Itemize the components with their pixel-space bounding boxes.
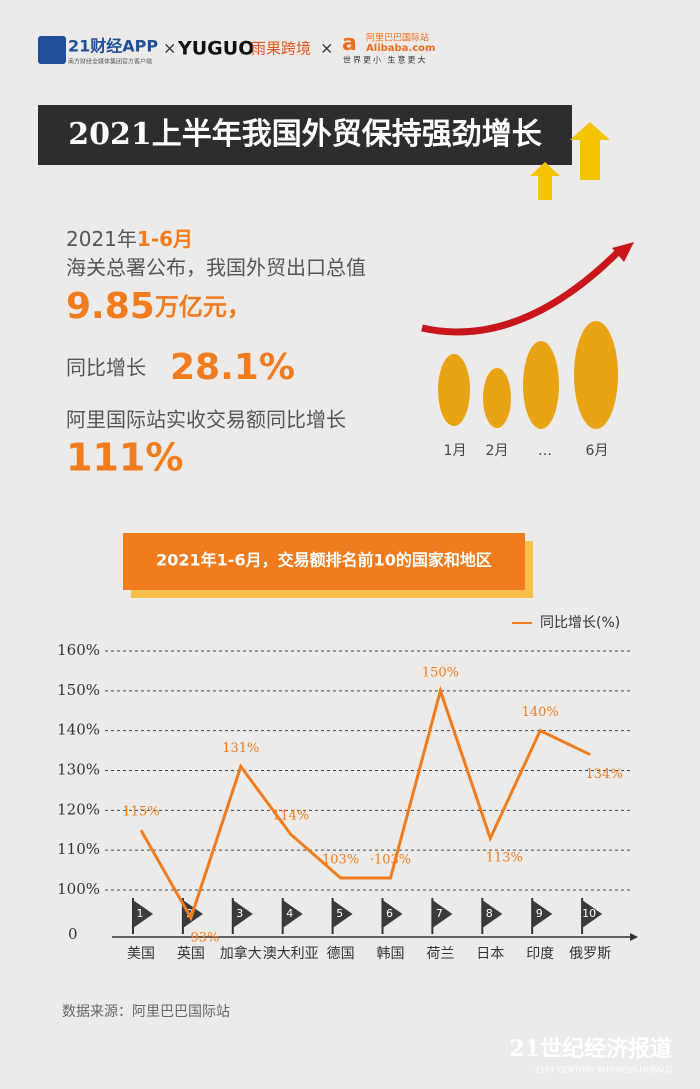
rank: 4: [286, 907, 293, 920]
flag: [282, 900, 303, 928]
x-tick-label: 印度: [526, 946, 554, 962]
coin: [574, 321, 618, 429]
rank: 6: [386, 907, 393, 920]
footer-brand-en: 21ST CENTURY BUSINESS HERALD: [535, 1066, 672, 1075]
title: 2021上半年我国外贸保持强劲增长: [68, 117, 542, 152]
y-tick-label: 150%: [57, 681, 100, 699]
rank: 3: [236, 907, 243, 920]
separator: ×: [163, 39, 176, 58]
x-axis-arrow: [630, 933, 638, 941]
month-label: 1月: [444, 443, 467, 459]
x-tick-label: 俄罗斯: [569, 946, 611, 962]
data-label: ·103%: [370, 853, 411, 868]
y-tick-label: 130%: [57, 760, 100, 778]
logo: 雨果跨境: [251, 40, 311, 58]
y-tick-label: 110%: [57, 840, 100, 858]
rank: 10: [582, 907, 596, 920]
period-prefix: 2021年: [66, 227, 137, 251]
arrow-icon: [570, 122, 610, 180]
y-tick-label: 140%: [57, 721, 100, 739]
series-line: [139, 685, 591, 922]
export-value: 9.85万亿元，: [66, 286, 251, 327]
x-tick-label: 荷兰: [426, 946, 454, 962]
x-tick-label: 美国: [127, 946, 155, 962]
footer-brand: 21世纪经济报道: [509, 1036, 672, 1062]
flag: [232, 900, 253, 928]
data-label: 140%: [522, 705, 559, 720]
separator: ×: [320, 39, 333, 58]
coin: [483, 368, 511, 428]
chart-title: 2021年1-6月，交易额排名前10的国家和地区: [156, 551, 492, 570]
summary-text: 海关总署公布，我国外贸出口总值: [66, 256, 366, 280]
data-label: 115%: [122, 805, 159, 820]
month-label: …: [538, 443, 552, 459]
rank: 7: [436, 907, 443, 920]
flag: [382, 900, 403, 928]
legend-label: 同比增长(%): [540, 615, 620, 631]
rank: 8: [486, 907, 493, 920]
data-label: 150%: [422, 665, 459, 680]
data-label: 114%: [272, 809, 309, 824]
data-label: 103%: [322, 853, 359, 868]
x-tick-label: 日本: [476, 946, 504, 962]
ali-growth: 111%: [66, 436, 183, 480]
logo: 21财经APP: [68, 37, 158, 56]
banner: [123, 533, 525, 590]
flag: [332, 900, 353, 928]
flag: [133, 900, 153, 928]
flag: [482, 900, 503, 928]
rank: 1: [137, 907, 144, 920]
coin: [523, 341, 559, 429]
logo-sub: 南方财经全媒体集团官方客户端: [68, 58, 152, 66]
trend-arrow-head: [612, 242, 634, 262]
logo-mark: a: [342, 31, 357, 56]
y-origin-label: 0: [68, 925, 78, 943]
data-label: 113%: [486, 851, 523, 866]
y-tick-label: 120%: [57, 800, 100, 818]
growth-value: 28.1%: [170, 347, 295, 388]
month-label: 6月: [586, 443, 609, 459]
x-tick-label: 韩国: [377, 946, 405, 962]
export-number: 9.85: [66, 286, 155, 327]
y-tick-label: 100%: [57, 880, 100, 898]
x-tick-label: 英国: [177, 945, 205, 962]
x-tick-label: 德国: [327, 946, 355, 962]
logo: YUGUO: [177, 38, 254, 60]
data-label: 93%: [190, 930, 219, 945]
flag: [582, 900, 603, 928]
x-tick-label: 加拿大: [220, 945, 262, 962]
chart: 100%110%120%130%140%150%160%0美国1英国2加拿大3澳…: [57, 615, 638, 962]
flag: [532, 900, 553, 928]
title-box: [38, 105, 572, 165]
ali-label: 阿里国际站实收交易额同比增长: [66, 408, 346, 432]
logo: 阿里巴巴国际站: [366, 32, 429, 44]
month-label: 2月: [486, 443, 509, 459]
y-tick-label: 160%: [57, 641, 100, 659]
arrow-icon: [530, 162, 560, 200]
logo-slogan: 世界更小 生意更大: [343, 55, 428, 65]
rank: 9: [536, 907, 543, 920]
x-tick-label: 澳大利亚: [263, 946, 319, 962]
growth-label: 同比增长: [66, 356, 146, 380]
logo-badge: [38, 36, 66, 64]
source: 数据来源：阿里巴巴国际站: [62, 1004, 230, 1020]
rank: 5: [336, 907, 343, 920]
period: 1-6月: [137, 227, 193, 251]
data-label: 134%: [586, 767, 623, 782]
data-label: 131%: [222, 741, 259, 756]
export-unit: 万亿元，: [155, 293, 251, 321]
trend-arrow: [421, 247, 623, 336]
flag: [432, 900, 453, 928]
logo: Alibaba.com: [366, 43, 435, 54]
summary-text: 2021年1-6月: [66, 227, 193, 251]
coin: [438, 354, 470, 426]
